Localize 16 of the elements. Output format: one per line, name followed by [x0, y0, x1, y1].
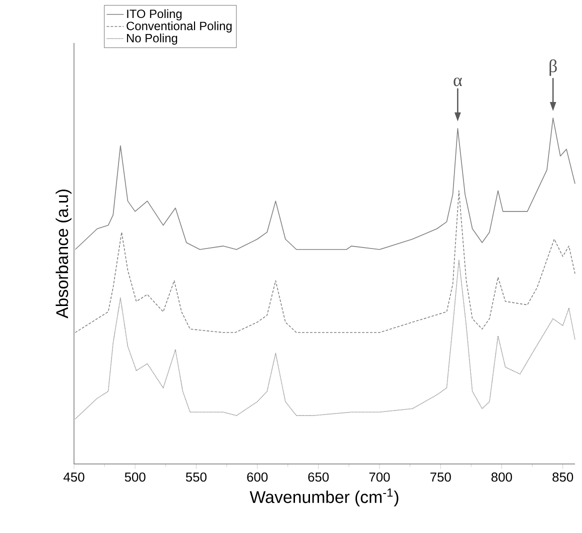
x-tick-label: 650 [308, 472, 329, 482]
y-axis-title: Absorbance (a.u) [56, 190, 72, 318]
legend-label: ITO Poling [127, 9, 182, 20]
annotation: β [550, 59, 557, 76]
x-tick-label: 700 [369, 472, 390, 482]
x-tick-label: 500 [124, 472, 146, 482]
x-tick-label: 850 [552, 472, 574, 482]
x-tick-label: 800 [491, 472, 512, 482]
legend-label: No Poling [127, 34, 178, 45]
x-axis-title: Wavenumber (cm$^{-1}$) [250, 488, 398, 506]
x-tick-label: 450 [64, 472, 84, 482]
annotation: α [454, 78, 462, 86]
x-tick-label: 550 [186, 472, 207, 482]
x-tick-label: 750 [430, 472, 451, 482]
legend-label: Conventional Poling [126, 21, 232, 33]
x-tick-label: 600 [247, 472, 268, 482]
